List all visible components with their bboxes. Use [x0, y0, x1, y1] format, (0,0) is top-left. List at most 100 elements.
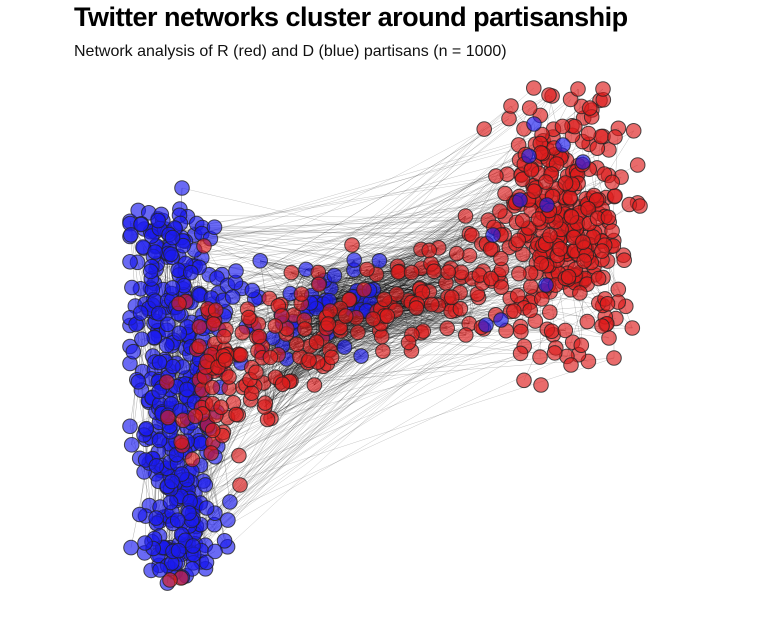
- edge: [196, 356, 568, 527]
- node-r-partisan: [232, 477, 248, 493]
- node-r-partisan: [526, 80, 542, 96]
- node-d-partisan: [163, 246, 179, 262]
- node-r-partisan: [522, 302, 539, 319]
- node-r-partisan: [538, 174, 554, 190]
- node-r-partisan: [159, 374, 175, 390]
- edge: [260, 260, 363, 297]
- node-r-partisan: [476, 121, 493, 137]
- node-r-partisan: [557, 322, 574, 339]
- node-r-partisan: [625, 123, 642, 139]
- node-d-partisan: [133, 216, 149, 233]
- node-d-partisan: [142, 263, 159, 280]
- node-r-partisan: [308, 334, 325, 351]
- node-r-partisan: [440, 264, 457, 280]
- node-r-partisan: [390, 264, 407, 280]
- node-d-partisan: [216, 533, 233, 549]
- node-d-partisan: [148, 458, 165, 474]
- edge: [360, 307, 417, 357]
- edge: [275, 310, 531, 327]
- node-d-partisan: [539, 197, 555, 213]
- node-r-partisan: [632, 198, 648, 214]
- node-r-partisan: [359, 261, 375, 278]
- node-r-partisan: [510, 232, 527, 249]
- node-r-partisan: [444, 289, 460, 306]
- edge: [382, 304, 432, 352]
- edge: [269, 173, 508, 299]
- node-d-partisan: [138, 420, 155, 437]
- node-r-partisan: [251, 328, 268, 345]
- node-d-partisan: [147, 244, 163, 260]
- node-d-partisan: [244, 282, 261, 299]
- edge: [227, 228, 574, 547]
- edge: [175, 170, 552, 230]
- node-r-partisan: [184, 451, 201, 468]
- node-r-partisan: [217, 352, 234, 368]
- node-d-partisan: [336, 339, 353, 355]
- node-d-partisan: [124, 279, 140, 296]
- node-r-partisan: [464, 227, 480, 243]
- node-r-partisan: [493, 279, 510, 296]
- node-r-partisan: [594, 243, 610, 259]
- node-r-partisan: [221, 369, 237, 385]
- node-r-partisan: [492, 203, 508, 219]
- node-r-partisan: [604, 223, 620, 239]
- node-r-partisan: [400, 334, 417, 351]
- node-r-partisan: [191, 338, 207, 355]
- node-r-partisan: [493, 250, 509, 267]
- node-r-partisan: [216, 328, 232, 345]
- node-d-partisan: [538, 277, 554, 293]
- node-r-partisan: [257, 395, 274, 411]
- node-d-partisan: [228, 263, 244, 279]
- edge: [157, 168, 590, 265]
- node-r-partisan: [513, 323, 529, 340]
- node-d-partisan: [150, 212, 166, 229]
- node-r-partisan: [590, 270, 607, 287]
- node-r-partisan: [187, 408, 204, 425]
- node-r-partisan: [509, 287, 526, 304]
- node-r-partisan: [523, 162, 540, 178]
- node-d-partisan: [185, 538, 201, 554]
- node-r-partisan: [408, 300, 425, 316]
- node-r-partisan: [557, 175, 574, 191]
- edge: [290, 354, 579, 382]
- edge: [264, 338, 273, 404]
- node-r-partisan: [379, 308, 396, 324]
- node-d-partisan: [353, 348, 369, 364]
- node-d-partisan: [521, 148, 537, 164]
- node-r-partisan: [575, 234, 591, 250]
- node-d-partisan: [122, 418, 138, 435]
- node-r-partisan: [289, 336, 305, 353]
- node-d-partisan: [151, 354, 168, 371]
- node-r-partisan: [521, 100, 538, 116]
- edge: [267, 350, 412, 420]
- node-r-partisan: [607, 188, 623, 204]
- node-r-partisan: [439, 320, 456, 337]
- node-r-partisan: [448, 245, 465, 262]
- node-d-partisan: [148, 510, 164, 526]
- node-r-partisan: [344, 237, 360, 253]
- node-r-partisan: [542, 304, 558, 321]
- node-r-partisan: [423, 296, 440, 313]
- node-r-partisan: [323, 349, 340, 366]
- edge: [293, 329, 412, 352]
- edge: [195, 301, 531, 545]
- node-r-partisan: [542, 227, 558, 244]
- node-r-partisan: [576, 253, 592, 269]
- node-d-partisan: [125, 343, 142, 360]
- node-d-partisan: [171, 325, 188, 342]
- node-r-partisan: [541, 87, 557, 103]
- node-r-partisan: [562, 189, 578, 206]
- edge: [306, 234, 472, 270]
- edge: [381, 311, 452, 337]
- chart-subtitle: Network analysis of R (red) and D (blue)…: [74, 43, 507, 60]
- node-d-partisan: [130, 374, 147, 390]
- node-d-partisan: [150, 305, 167, 322]
- node-r-partisan: [203, 445, 219, 461]
- node-d-partisan: [131, 506, 148, 523]
- node-r-partisan: [599, 296, 616, 312]
- node-r-partisan: [579, 313, 596, 330]
- node-r-partisan: [376, 291, 393, 308]
- node-r-partisan: [512, 345, 529, 362]
- node-r-partisan: [511, 265, 527, 282]
